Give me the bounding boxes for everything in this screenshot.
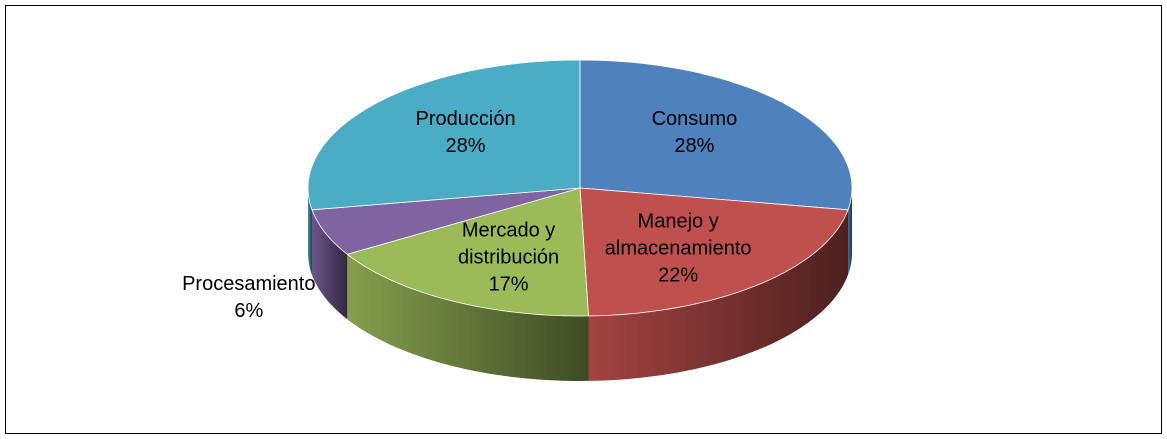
value-label: 28% [674,134,715,157]
data-label: Consumo 28% [599,106,789,160]
pie-slice-side [588,209,848,381]
pie-slice-side [347,254,589,381]
pie-slice [346,187,589,317]
data-label: Producción 28% [371,106,561,160]
category-label: Manejo y almacenamiento [604,210,752,260]
data-label: Manejo y almacenamiento 22% [603,209,753,290]
pie-slice [307,59,581,211]
value-label: 17% [488,273,529,296]
value-label: 22% [658,264,699,287]
chart-frame [5,5,1162,434]
category-label: Mercado y distribución [457,219,560,269]
data-label: Procesamiento 6% [154,271,344,325]
pie-slice-side [312,209,348,320]
value-label: 28% [445,134,486,157]
pie-slice [579,59,853,211]
value-label: 6% [234,300,264,323]
pie-slice-side [308,188,312,275]
pie-slice [579,187,849,317]
category-label: Procesamiento [182,273,316,296]
pie-slice-side [848,188,852,275]
category-label: Producción [415,107,516,130]
category-label: Consumo [651,107,738,130]
data-label: Mercado y distribución 17% [434,217,584,298]
